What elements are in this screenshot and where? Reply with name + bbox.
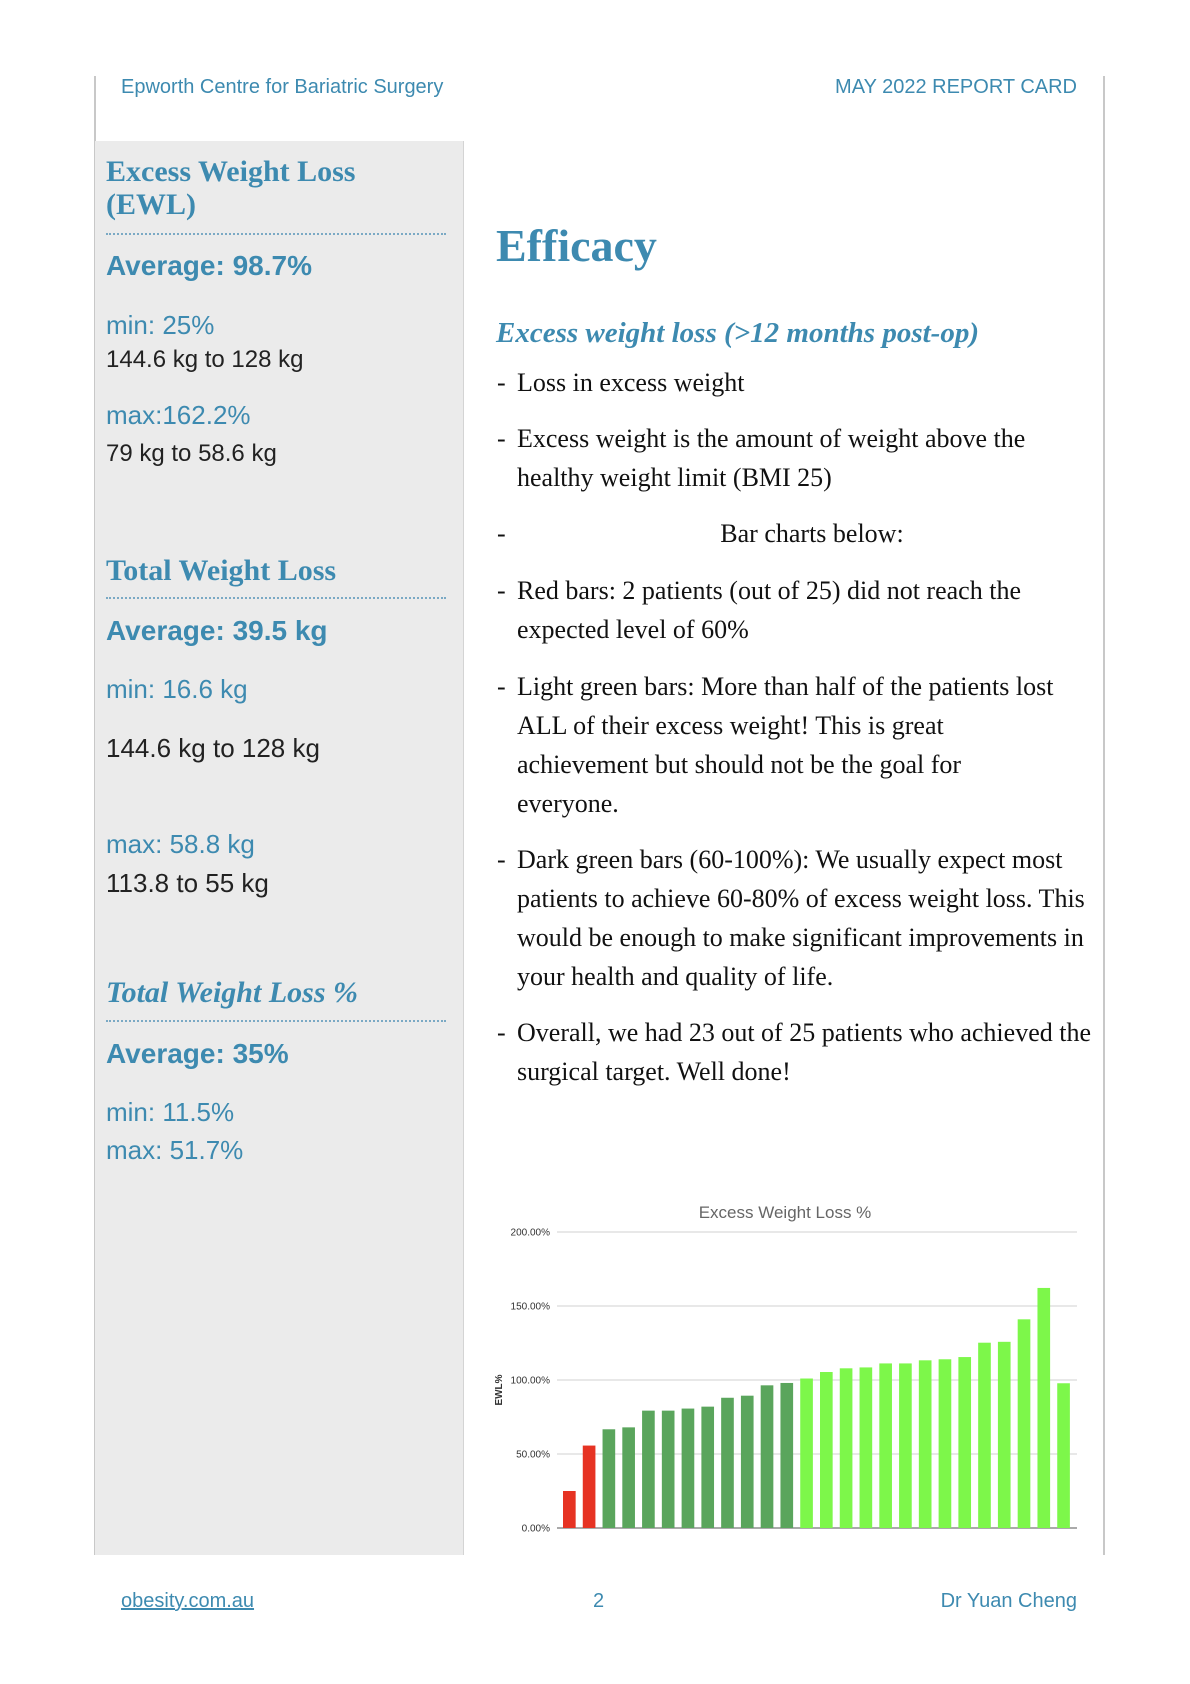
bar-21 xyxy=(958,1357,972,1528)
y-tick-label: 50.00% xyxy=(516,1450,550,1461)
bar-6 xyxy=(661,1410,675,1528)
bullet-dash: - xyxy=(497,672,506,701)
bar-13 xyxy=(800,1378,813,1528)
page-number: 2 xyxy=(593,1590,605,1612)
bullet-text: Overall, we had 23 out of 25 patients wh… xyxy=(517,1018,1091,1086)
ewl-heading: Excess Weight Loss xyxy=(106,155,356,188)
bullet-dash: - xyxy=(497,845,506,874)
bar-7 xyxy=(681,1408,695,1528)
bullet-text: Light green bars: More than half of the … xyxy=(517,672,1054,818)
y-tick-label: 100.00% xyxy=(511,1376,551,1387)
header-report-title: MAY 2022 REPORT CARD xyxy=(835,76,1077,98)
bar-23 xyxy=(997,1341,1011,1528)
bullet-text: Bar charts below: xyxy=(720,519,904,548)
twl-min: min: 16.6 kg xyxy=(106,674,248,704)
bar-10 xyxy=(740,1395,754,1528)
bar-19 xyxy=(918,1360,932,1528)
y-axis-label: EWL% xyxy=(494,1374,505,1405)
bar-1 xyxy=(563,1491,576,1528)
ewl-max-detail: 79 kg to 58.6 kg xyxy=(106,440,277,467)
bar-12 xyxy=(780,1382,794,1528)
chart-title: Excess Weight Loss % xyxy=(699,1203,872,1222)
bar-17 xyxy=(879,1363,892,1528)
divider xyxy=(106,233,446,235)
twlp-heading: Total Weight Loss % xyxy=(106,976,358,1009)
y-tick-label: 0.00% xyxy=(522,1524,550,1535)
twlp-average: Average: 35% xyxy=(106,1038,289,1069)
ewl-heading-abbr: (EWL) xyxy=(106,188,196,221)
twl-max-detail: 113.8 to 55 kg xyxy=(106,868,269,898)
twl-average: Average: 39.5 kg xyxy=(106,615,328,646)
bar-2 xyxy=(582,1445,596,1528)
twl-max: max: 58.8 kg xyxy=(106,829,255,859)
bar-24 xyxy=(1017,1319,1031,1528)
ewl-bar-chart: Excess Weight Loss % EWL% 0.00% 50.00% 100… xyxy=(494,1203,1077,1535)
bullet-dash: - xyxy=(497,1018,506,1047)
bullet-dash: - xyxy=(497,368,506,397)
twlp-min: min: 11.5% xyxy=(106,1097,235,1127)
header-organization: Epworth Centre for Bariatric Surgery xyxy=(121,76,444,98)
bar-4 xyxy=(622,1427,635,1528)
divider xyxy=(106,1020,446,1022)
bar-9 xyxy=(721,1397,734,1528)
ewl-average: Average: 98.7% xyxy=(106,250,312,281)
bar-15 xyxy=(839,1368,853,1528)
bar-26 xyxy=(1057,1383,1070,1528)
bullet-dash: - xyxy=(497,424,506,453)
bullet-text: Red bars: 2 patients (out of 25) did not… xyxy=(517,576,1021,644)
bar-3 xyxy=(602,1429,616,1528)
page-title: Efficacy xyxy=(496,220,657,271)
bar-11 xyxy=(760,1385,774,1528)
bar-5 xyxy=(642,1410,655,1528)
footer-website-link[interactable]: obesity.com.au xyxy=(121,1590,255,1612)
twl-min-detail: 144.6 kg to 128 kg xyxy=(106,733,320,763)
ewl-max: max:162.2% xyxy=(106,400,251,430)
bullet-text: Loss in excess weight xyxy=(517,368,745,397)
divider xyxy=(106,597,446,599)
bullet-dash: - xyxy=(497,519,506,548)
y-tick-label: 200.00% xyxy=(511,1228,551,1239)
summary-sidebar: Excess Weight Loss (EWL) Average: 98.7% … xyxy=(95,141,464,1555)
bar-20 xyxy=(938,1359,952,1528)
bullet-text: Excess weight is the amount of weight ab… xyxy=(517,424,1026,492)
twlp-max: max: 51.7% xyxy=(106,1135,244,1165)
section-subtitle: Excess weight loss (>12 months post-op) xyxy=(496,317,979,349)
bar-25 xyxy=(1037,1287,1051,1528)
bar-16 xyxy=(859,1367,873,1528)
bar-22 xyxy=(978,1342,991,1528)
footer-author: Dr Yuan Cheng xyxy=(940,1590,1077,1612)
bar-14 xyxy=(820,1372,833,1528)
bar-8 xyxy=(701,1406,715,1528)
right-margin-rule xyxy=(1103,76,1105,1555)
ewl-min-detail: 144.6 kg to 128 kg xyxy=(106,346,304,373)
bullet-text: Dark green bars (60-100%): We usually ex… xyxy=(517,845,1085,991)
bar-18 xyxy=(899,1363,912,1528)
ewl-min: min: 25% xyxy=(106,310,215,340)
twl-heading: Total Weight Loss xyxy=(106,554,337,587)
y-tick-label: 150.00% xyxy=(511,1302,551,1313)
bullet-dash: - xyxy=(497,576,506,605)
